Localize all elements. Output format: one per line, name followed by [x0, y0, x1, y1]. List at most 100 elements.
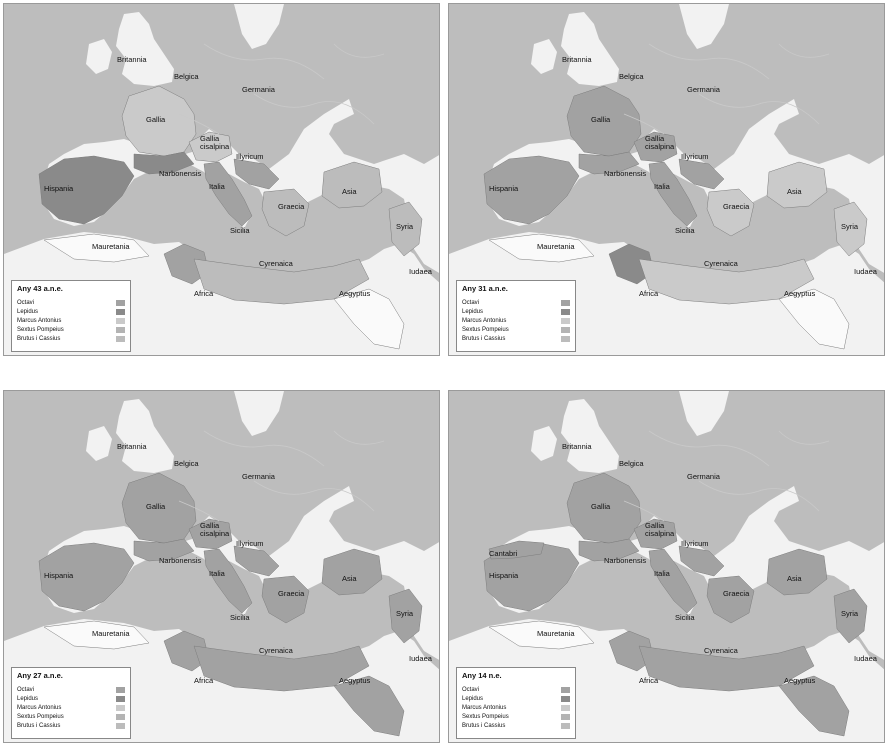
territory-hispania — [38, 155, 135, 225]
legend-swatch — [561, 317, 570, 324]
territory-italia — [648, 161, 698, 227]
territory-narbonensis — [578, 151, 640, 175]
territory-asia — [321, 548, 383, 596]
label-germania: Germania — [242, 472, 276, 481]
territory-cisalpina — [188, 518, 233, 550]
legend-item-label: Lepidus — [17, 308, 39, 315]
territory-illyricum — [678, 545, 725, 577]
legend-item: Marcus Antonius — [17, 703, 125, 712]
territory-cyrenaica — [638, 258, 815, 305]
territory-cyrenaica — [193, 258, 370, 305]
legend-item: Octavi — [462, 298, 570, 307]
legend-item-label: Octavi — [462, 299, 480, 306]
legend-item: Octavi — [462, 685, 570, 694]
legend-item: Lepidus — [462, 694, 570, 703]
label-graecia: Graecia — [278, 202, 305, 211]
legend-item-label: Sextus Pompeius — [462, 327, 509, 334]
legend-swatch — [116, 299, 125, 306]
label-aegyptus: Aegyptus — [339, 676, 371, 685]
territory-hispania — [38, 542, 135, 612]
legend-item-label: Brutus i Cassius — [462, 723, 506, 730]
label-sicilia: Sicilia — [675, 226, 695, 235]
legend-swatch — [116, 704, 125, 711]
legend-item: Sextus Pompeius — [17, 713, 125, 722]
label-italia: Italia — [654, 569, 671, 578]
map-canvas: Britannia Belgica Germania Gallia Gallia… — [449, 4, 884, 355]
label-africa: Africa — [194, 289, 214, 298]
land-ireland — [86, 39, 112, 74]
territory-aegyptus — [333, 288, 405, 350]
label-germania: Germania — [687, 472, 721, 481]
legend-swatch — [561, 327, 570, 334]
label-sicilia: Sicilia — [230, 613, 250, 622]
label-syria: Syria — [841, 222, 859, 231]
label-hispania: Hispania — [489, 184, 519, 193]
label-iudaea: Iudaea — [409, 267, 433, 276]
legend-swatch — [561, 723, 570, 730]
label-gallia-cisalpina: Gallia cisalpina — [200, 134, 230, 151]
label-asia: Asia — [342, 574, 357, 583]
label-cyrenaica: Cyrenaica — [259, 259, 294, 268]
label-narbonensis: Narbonensis — [604, 556, 646, 565]
legend-rows: Octavi Lepidus Marcus Antonius Sextus Pompe… — [462, 298, 570, 344]
label-britannia: Britannia — [562, 55, 592, 64]
label-gallia: Gallia — [591, 502, 611, 511]
legend-swatch — [116, 714, 125, 721]
legend-item: Brutus i Cassius — [17, 722, 125, 731]
rivers — [178, 43, 385, 135]
legend-rows: Octavi Lepidus Marcus Antonius Sextus Pompe… — [17, 298, 125, 344]
territory-narbonensis — [133, 538, 195, 562]
legend-item-label: Lepidus — [462, 308, 484, 315]
label-belgica: Belgica — [619, 72, 644, 81]
label-syria: Syria — [841, 609, 859, 618]
label-cyrenaica: Cyrenaica — [704, 646, 739, 655]
map-panel-2: Britannia Belgica Germania Gallia Gallia… — [448, 3, 885, 356]
territory-syria — [833, 588, 868, 644]
territory-cisalpina — [188, 131, 233, 163]
label-asia: Asia — [342, 187, 357, 196]
label-gallia: Gallia — [146, 502, 166, 511]
legend: Any 31 a.n.e. Octavi Lepidus Marcus Antoni… — [456, 280, 576, 352]
label-africa: Africa — [639, 289, 659, 298]
label-asia: Asia — [787, 187, 802, 196]
territory-mauretania — [43, 233, 150, 263]
territory-italia — [648, 548, 698, 614]
land-scandinavia — [234, 4, 284, 49]
label-britannia: Britannia — [117, 442, 147, 451]
territory-syria — [388, 201, 423, 257]
legend-item-label: Brutus i Cassius — [17, 723, 61, 730]
label-gallia: Gallia — [591, 115, 611, 124]
territory-mauretania — [488, 620, 595, 650]
legend: Any 43 a.n.e. Octavi Lepidus Marcus Antoni… — [11, 280, 131, 352]
legend-swatch — [561, 704, 570, 711]
label-iudaea: Iudaea — [409, 654, 433, 663]
label-illyricum: Illyricum — [681, 539, 709, 548]
map-panel-3: Britannia Belgica Germania Gallia Gallia… — [3, 390, 440, 743]
territory-syria — [388, 588, 423, 644]
label-graecia: Graecia — [723, 202, 750, 211]
land-ireland — [86, 426, 112, 461]
label-hispania: Hispania — [44, 571, 74, 580]
legend-title: Any 31 a.n.e. — [462, 284, 508, 293]
label-belgica: Belgica — [174, 72, 199, 81]
legend-item: Octavi — [17, 685, 125, 694]
territory-aegyptus — [333, 675, 405, 737]
legend-item-label: Lepidus — [462, 695, 484, 702]
territory-graecia — [261, 188, 310, 237]
territory-cantabri — [488, 540, 545, 560]
label-gallia-cisalpina: Gallia cisalpina — [645, 134, 675, 151]
territory-graecia — [261, 575, 310, 624]
territory-italia — [203, 161, 253, 227]
legend-title: Any 14 n.e. — [462, 671, 502, 680]
label-mauretania: Mauretania — [92, 629, 130, 638]
legend-item-label: Brutus i Cassius — [462, 336, 506, 343]
label-graecia: Graecia — [723, 589, 750, 598]
rivers — [178, 430, 385, 522]
label-italia: Italia — [209, 569, 226, 578]
legend-swatch — [116, 336, 125, 343]
label-syria: Syria — [396, 609, 414, 618]
label-iudaea: Iudaea — [854, 654, 878, 663]
legend-swatch — [561, 308, 570, 315]
territory-illyricum — [678, 158, 725, 190]
legend-item-label: Sextus Pompeius — [462, 714, 509, 721]
